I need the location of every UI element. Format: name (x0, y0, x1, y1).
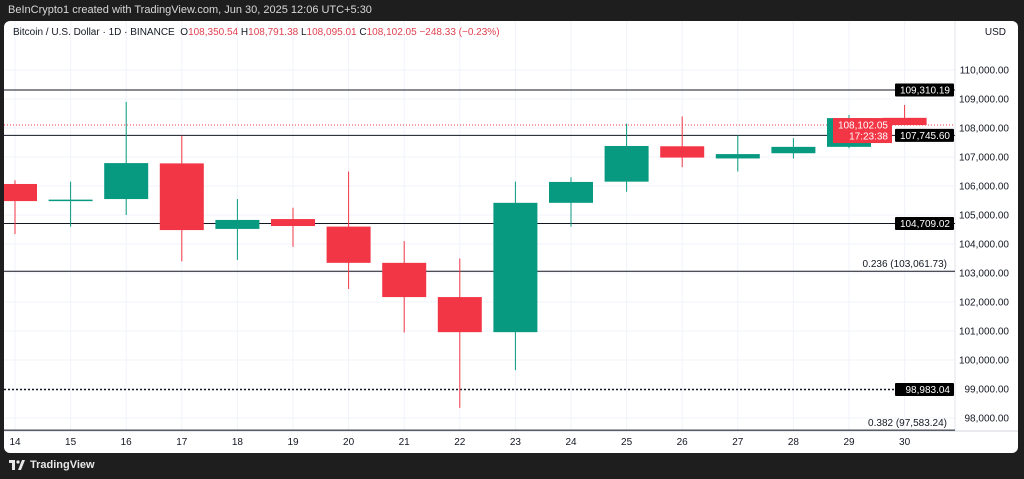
candle-body (493, 202, 538, 333)
y-tick-label: 98,000.00 (965, 414, 1010, 425)
price-tag-bg (895, 382, 954, 396)
x-tick-label: 14 (9, 437, 21, 448)
chart-credit: BeInCrypto1 created with TradingView.com… (8, 4, 372, 16)
close-value: 108,102.05 (366, 27, 417, 38)
candle-body (882, 117, 927, 126)
open-value: 108,350.54 (188, 27, 239, 38)
last-price-tag-bg (833, 118, 892, 144)
countdown-label: 17:23:38 (849, 132, 888, 143)
x-tick-label: 20 (343, 437, 355, 448)
ohlc-legend: Bitcoin / U.S. Dollar · 1D · BINANCE O10… (13, 27, 500, 38)
candle-body (104, 163, 149, 200)
x-tick-label: 16 (121, 437, 133, 448)
x-tick-label: 26 (677, 437, 689, 448)
x-tick-label: 25 (621, 437, 633, 448)
y-tick-label: 99,000.00 (965, 385, 1010, 396)
tradingview-logo-icon (9, 460, 25, 470)
price-tag-bg (895, 216, 954, 230)
candle-body (771, 146, 816, 154)
x-tick-label: 17 (176, 437, 188, 448)
candle-body (159, 163, 204, 231)
y-tick-label: 106,000.00 (959, 182, 1009, 193)
close-label: C (359, 27, 367, 38)
low-value: 108,095.01 (306, 27, 357, 38)
fib-level-label: 0.236 (103,061.73) (862, 259, 947, 270)
y-tick-label: 105,000.00 (959, 211, 1009, 222)
candle-body (271, 219, 315, 227)
y-tick-label: 101,000.00 (959, 327, 1009, 338)
price-tag-bg (895, 83, 954, 97)
candle-body (215, 219, 260, 229)
candlestick-chart[interactable]: 98,000.00 99,000.00 100,000.00 101,000.00 10… (4, 21, 1018, 453)
low-label: L (300, 27, 307, 38)
candle-body (604, 145, 649, 182)
chart-panel[interactable]: 98,000.00 99,000.00 100,000.00 101,000.00 10… (4, 21, 1018, 453)
candle-body (437, 297, 482, 333)
candle-body (326, 226, 371, 263)
price-tag-bg (895, 128, 954, 142)
currency-label: USD (984, 27, 1006, 38)
x-tick-label: 29 (843, 437, 855, 448)
y-tick-label: 107,000.00 (959, 153, 1009, 164)
x-tick-label: 18 (232, 437, 244, 448)
price-tag-label: 107,745.60 (900, 131, 950, 142)
x-tick-label: 30 (899, 437, 911, 448)
symbol-label: Bitcoin / U.S. Dollar · 1D · BINANCE (13, 27, 175, 38)
candle-body (549, 181, 593, 203)
x-tick-label: 23 (510, 437, 522, 448)
x-tick-label: 27 (732, 437, 744, 448)
last-price-label: 108,102.05 (838, 121, 888, 132)
candle-body (4, 183, 37, 202)
high-label: H (240, 27, 249, 38)
price-tag-label: 104,709.02 (900, 219, 950, 230)
y-tick-label: 110,000.00 (960, 66, 1010, 77)
tradingview-logo[interactable]: TradingView (9, 459, 95, 471)
candle-body (660, 146, 705, 158)
y-tick-label: 104,000.00 (959, 240, 1009, 251)
change-value: −248.33 (−0.23%) (419, 27, 500, 38)
price-tag-label: 109,310.19 (900, 86, 950, 97)
high-value: 108,791.38 (248, 27, 299, 38)
x-tick-label: 21 (399, 437, 411, 448)
y-tick-label: 108,000.00 (959, 124, 1009, 135)
open-label: O (180, 27, 189, 38)
x-tick-label: 19 (287, 437, 299, 448)
y-tick-label: 100,000.00 (959, 356, 1009, 367)
x-tick-label: 28 (788, 437, 800, 448)
fib-level-label: 0.382 (97,583.24) (868, 418, 947, 429)
y-tick-label: 102,000.00 (959, 298, 1009, 309)
candle-body (715, 154, 760, 159)
y-tick-label: 109,000.00 (959, 95, 1009, 106)
price-tag-label: 98,983.04 (906, 385, 951, 396)
candle-body (48, 199, 93, 202)
x-tick-label: 15 (65, 437, 77, 448)
brand-name: TradingView (30, 459, 95, 471)
candle-body (382, 262, 427, 298)
x-tick-label: 24 (565, 437, 577, 448)
y-tick-label: 103,000.00 (959, 269, 1009, 280)
x-tick-label: 22 (454, 437, 466, 448)
